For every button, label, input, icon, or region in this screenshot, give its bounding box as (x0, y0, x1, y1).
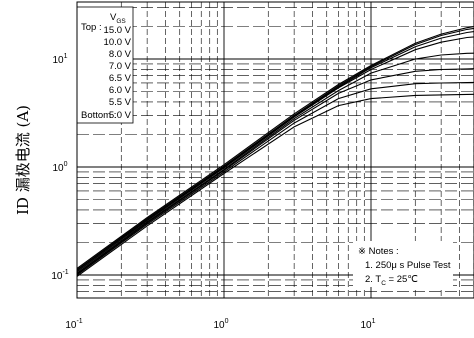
series-line-vgs-10 (76, 27, 474, 271)
legend-top-label: Top : (81, 22, 102, 33)
series-layer (76, 25, 474, 277)
legend-entry: 6.5 V (109, 73, 132, 84)
notes-line-2: 2. TC = 25℃ (365, 274, 418, 287)
series-line-vgs-5 (76, 93, 474, 277)
legend-entry: 5.0 V (109, 110, 132, 121)
series-line-vgs-15 (76, 25, 474, 269)
legend-entry: 8.0 V (109, 49, 132, 60)
notes: ※ Notes : 1. 250μ s Pulse Test 2. TC = 2… (353, 241, 453, 287)
notes-title: ※ Notes : (358, 246, 399, 257)
legend-entry: 5.5 V (109, 97, 132, 108)
y-tick-label: 10-1 (51, 269, 68, 282)
legend-title: VGS (110, 12, 126, 25)
legend-entry: 15.0 V (104, 25, 132, 36)
tick-labels: 10-1 100 101 10-1 100 101 (51, 53, 375, 331)
series-line-vgs-5-5 (76, 81, 474, 276)
legend-entry: 7.0 V (109, 61, 132, 72)
x-tick-label: 101 (360, 318, 375, 331)
series-line-vgs-6-5 (76, 52, 474, 274)
legend-entry: 6.0 V (109, 85, 132, 96)
legend-bottom-label: Bottom : (81, 110, 116, 121)
legend-entry: 10.0 V (104, 37, 132, 48)
plot-frame (76, 1, 474, 299)
series-line-vgs-7 (76, 36, 474, 273)
series-line-vgs-8 (76, 31, 474, 271)
x-tick-label: 100 (213, 318, 228, 331)
series-line-vgs-6 (76, 68, 474, 275)
notes-box (353, 241, 453, 287)
legend: Top : VGS 15.0 V 10.0 V 8.0 V 7.0 V 6.5 … (76, 6, 134, 124)
x-tick-label: 10-1 (65, 318, 82, 331)
notes-line-1: 1. 250μ s Pulse Test (365, 260, 451, 271)
y-tick-label: 101 (52, 53, 67, 66)
y-tick-label: 100 (52, 161, 67, 174)
y-axis-label: ID 漏极电流 (A) (14, 105, 32, 215)
